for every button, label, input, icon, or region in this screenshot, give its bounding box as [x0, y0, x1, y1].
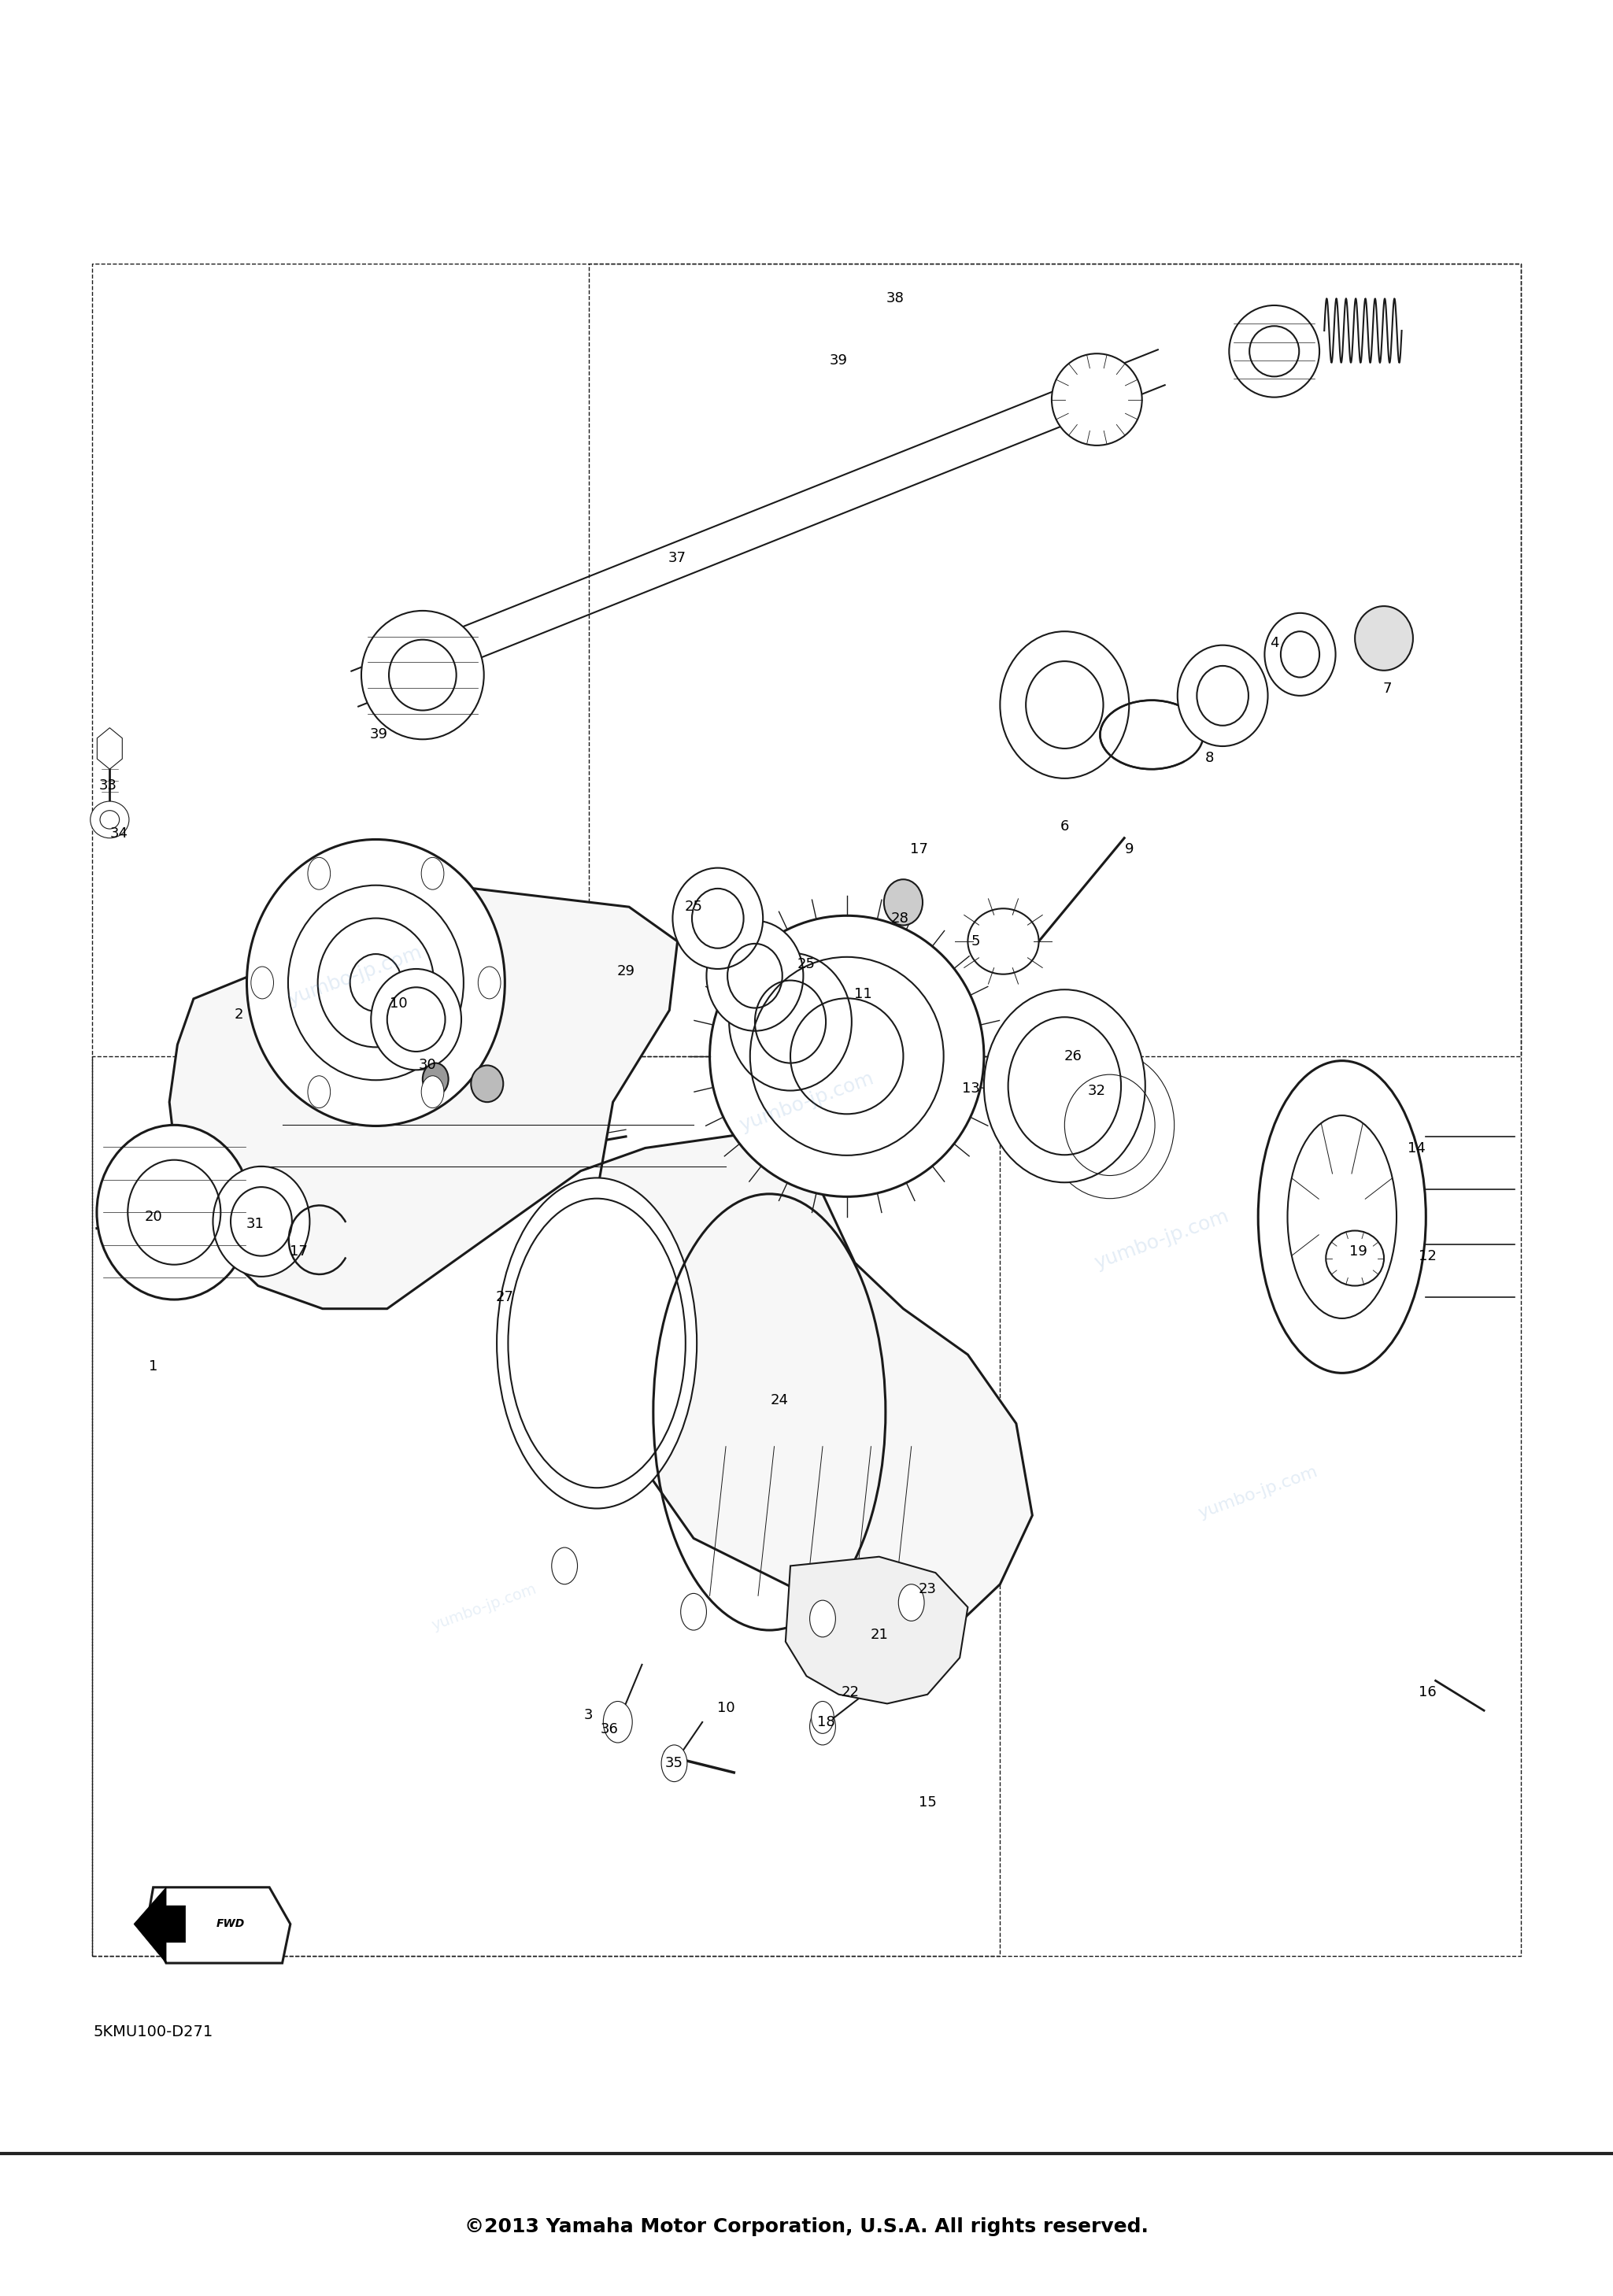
Text: 25: 25 [684, 900, 703, 914]
Circle shape [421, 856, 444, 889]
Ellipse shape [90, 801, 129, 838]
Circle shape [898, 1584, 924, 1621]
Circle shape [810, 1600, 836, 1637]
Ellipse shape [361, 611, 484, 739]
Text: 5: 5 [971, 934, 981, 948]
Ellipse shape [1052, 354, 1142, 445]
Text: 34: 34 [110, 827, 129, 840]
Text: FWD: FWD [216, 1919, 245, 1929]
Text: 4: 4 [1269, 636, 1279, 650]
Text: 37: 37 [668, 551, 687, 565]
Circle shape [661, 1745, 687, 1782]
Text: 38: 38 [886, 292, 905, 305]
Text: yumbo-jp.com: yumbo-jp.com [1092, 1208, 1231, 1272]
Text: 16: 16 [1418, 1685, 1437, 1699]
Circle shape [810, 1708, 836, 1745]
Text: ©2013 Yamaha Motor Corporation, U.S.A. All rights reserved.: ©2013 Yamaha Motor Corporation, U.S.A. A… [465, 2218, 1148, 2236]
Ellipse shape [1355, 606, 1413, 670]
Text: 24: 24 [769, 1394, 789, 1407]
Circle shape [552, 1548, 577, 1584]
Text: 18: 18 [816, 1715, 836, 1729]
Ellipse shape [1258, 1061, 1426, 1373]
Circle shape [421, 1077, 444, 1109]
Ellipse shape [213, 1166, 310, 1277]
Text: 5KMU100-D271: 5KMU100-D271 [94, 2025, 213, 2039]
Text: 33: 33 [98, 778, 118, 792]
Ellipse shape [247, 840, 505, 1125]
Ellipse shape [673, 868, 763, 969]
Text: yumbo-jp.com: yumbo-jp.com [429, 1582, 539, 1632]
Polygon shape [147, 1887, 290, 1963]
Text: 15: 15 [918, 1795, 937, 1809]
Ellipse shape [423, 1063, 448, 1095]
Ellipse shape [1177, 645, 1268, 746]
Text: 39: 39 [829, 354, 848, 367]
Text: 11: 11 [853, 987, 873, 1001]
Text: 9: 9 [1124, 843, 1134, 856]
Ellipse shape [471, 1065, 503, 1102]
Text: 13: 13 [961, 1081, 981, 1095]
Text: 17: 17 [910, 843, 929, 856]
Circle shape [603, 1701, 632, 1743]
Text: 2: 2 [234, 1008, 244, 1022]
Text: 12: 12 [1418, 1249, 1437, 1263]
Text: 19: 19 [1348, 1244, 1368, 1258]
Text: yumbo-jp.com: yumbo-jp.com [286, 944, 424, 1008]
Ellipse shape [1265, 613, 1336, 696]
Ellipse shape [1045, 1052, 1174, 1199]
Text: 29: 29 [616, 964, 636, 978]
Text: 35: 35 [665, 1756, 684, 1770]
Text: 36: 36 [600, 1722, 619, 1736]
Text: 14: 14 [1407, 1141, 1426, 1155]
Text: 22: 22 [840, 1685, 860, 1699]
Circle shape [811, 1701, 834, 1733]
Circle shape [681, 1593, 706, 1630]
Ellipse shape [710, 916, 984, 1196]
Polygon shape [786, 1557, 968, 1704]
Circle shape [477, 967, 500, 999]
Text: 8: 8 [1205, 751, 1215, 765]
Text: 27: 27 [495, 1290, 515, 1304]
Circle shape [252, 967, 274, 999]
Text: 31: 31 [245, 1217, 265, 1231]
Text: 6: 6 [1060, 820, 1069, 833]
Ellipse shape [968, 909, 1039, 974]
Circle shape [308, 1077, 331, 1109]
Circle shape [308, 856, 331, 889]
Ellipse shape [706, 921, 803, 1031]
Text: 26: 26 [1063, 1049, 1082, 1063]
Text: 10: 10 [716, 1701, 736, 1715]
Ellipse shape [97, 1125, 252, 1300]
Text: 30: 30 [418, 1058, 437, 1072]
Text: 39: 39 [369, 728, 389, 742]
Text: 17: 17 [289, 1244, 308, 1258]
Text: yumbo-jp.com: yumbo-jp.com [737, 1070, 876, 1134]
Ellipse shape [497, 1178, 697, 1508]
Text: 20: 20 [144, 1210, 163, 1224]
Ellipse shape [1229, 305, 1319, 397]
Text: 28: 28 [890, 912, 910, 925]
Ellipse shape [984, 990, 1145, 1182]
Text: 1: 1 [148, 1359, 158, 1373]
Text: 21: 21 [869, 1628, 889, 1642]
Text: 10: 10 [389, 996, 408, 1010]
Ellipse shape [729, 953, 852, 1091]
Text: yumbo-jp.com: yumbo-jp.com [1197, 1463, 1319, 1522]
Ellipse shape [884, 879, 923, 925]
Text: 32: 32 [1087, 1084, 1107, 1097]
Circle shape [611, 1711, 631, 1738]
Ellipse shape [1000, 631, 1129, 778]
Polygon shape [169, 872, 1032, 1630]
Ellipse shape [371, 969, 461, 1070]
Polygon shape [134, 1887, 185, 1963]
Text: 7: 7 [1382, 682, 1392, 696]
Text: 3: 3 [584, 1708, 594, 1722]
Text: 25: 25 [797, 957, 816, 971]
Text: 23: 23 [918, 1582, 937, 1596]
Ellipse shape [1326, 1231, 1384, 1286]
